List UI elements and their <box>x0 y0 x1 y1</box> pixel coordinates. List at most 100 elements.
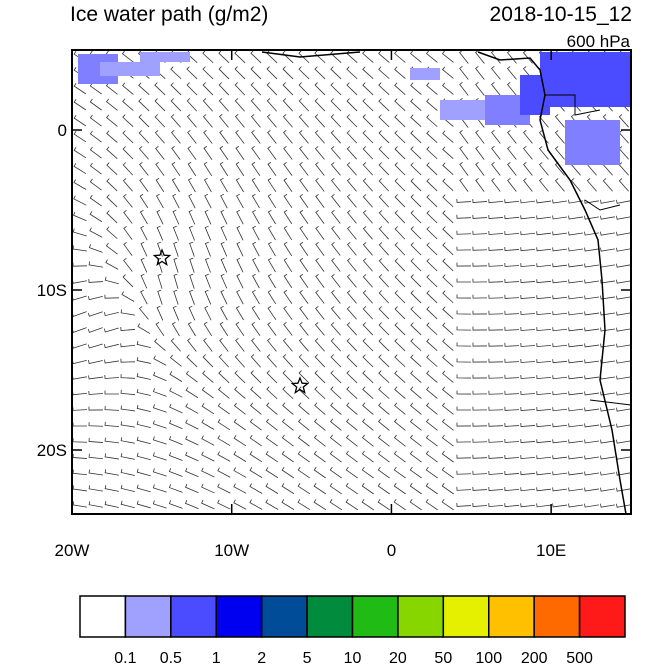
wind-barb <box>331 290 341 304</box>
wind-barb <box>267 273 276 289</box>
wind-barb <box>172 305 180 321</box>
wind-barb <box>536 231 551 236</box>
wind-barb <box>250 370 262 384</box>
wind-barb <box>283 193 293 209</box>
wind-barb <box>299 193 309 208</box>
wind-barb <box>472 278 488 283</box>
wind-barb <box>283 273 293 289</box>
wind-barb <box>266 354 277 368</box>
wind-barb <box>89 178 102 191</box>
colorbar-label: 200 <box>521 650 548 667</box>
wind-barb <box>330 130 341 144</box>
wind-barb <box>201 451 215 462</box>
wind-barb <box>251 289 260 305</box>
wind-barb <box>504 231 520 236</box>
wind-barb <box>266 82 278 96</box>
wind-barb <box>554 162 565 176</box>
wind-barb <box>282 82 294 96</box>
wind-barb <box>282 370 294 384</box>
wind-barb <box>584 231 599 236</box>
wind-barb <box>472 326 488 331</box>
wind-barb <box>456 214 472 219</box>
wind-barb <box>456 470 472 475</box>
wind-barb <box>105 98 118 111</box>
wind-barb <box>488 294 504 299</box>
wind-barb <box>488 406 504 411</box>
wind-barb <box>201 483 215 494</box>
wind-barb <box>472 358 488 363</box>
wind-barb <box>138 306 149 320</box>
wind-barb <box>251 161 261 177</box>
wind-barb <box>236 257 244 273</box>
wind-barb <box>330 338 342 352</box>
wind-barb <box>297 483 311 495</box>
wind-barb <box>251 130 261 144</box>
wind-barb <box>88 422 104 427</box>
wind-barb <box>378 274 390 288</box>
wind-barb <box>378 370 390 384</box>
wind-barb <box>201 419 215 430</box>
wind-barb <box>331 194 341 208</box>
wind-barb <box>204 257 211 273</box>
wind-barb <box>172 225 179 241</box>
wind-barb <box>218 354 230 368</box>
wind-barb <box>265 434 278 447</box>
colorbar-box <box>215 595 263 638</box>
wind-barb <box>233 402 246 415</box>
wind-barb <box>346 370 358 384</box>
wind-barb <box>314 82 326 96</box>
wind-barb <box>283 305 293 320</box>
wind-barb <box>394 242 406 256</box>
wind-barb <box>554 114 565 128</box>
wind-barb <box>315 193 325 208</box>
wind-barb <box>568 215 583 220</box>
wind-barb <box>314 98 326 112</box>
wind-barb <box>361 434 374 447</box>
wind-barb <box>72 453 88 459</box>
wind-barb <box>88 359 103 364</box>
wind-barb <box>120 405 135 412</box>
wind-barb <box>346 290 357 304</box>
wind-barb <box>220 241 228 257</box>
wind-barb <box>362 114 374 128</box>
wind-barb <box>410 338 422 352</box>
wind-barb <box>236 241 244 257</box>
wind-barb <box>330 50 342 63</box>
wind-barb <box>236 289 244 305</box>
wind-barb <box>105 82 118 95</box>
wind-barb <box>568 231 583 236</box>
wind-barb <box>568 487 583 492</box>
colorbar-label: 0.5 <box>160 650 182 667</box>
wind-barb <box>330 402 342 415</box>
wind-barb <box>188 225 195 241</box>
wind-barb <box>329 450 342 463</box>
wind-barb <box>298 82 310 96</box>
wind-barb <box>378 130 390 144</box>
wind-barb <box>536 311 552 316</box>
wind-barb <box>426 98 438 111</box>
wind-barbs <box>71 50 631 511</box>
wind-barb <box>616 391 631 396</box>
wind-barb <box>362 146 374 160</box>
wind-barb <box>600 375 615 380</box>
wind-barb <box>330 386 342 400</box>
wind-barb <box>410 210 422 224</box>
wind-barb <box>330 66 342 80</box>
wind-barb <box>73 147 87 159</box>
wind-barb <box>442 194 454 208</box>
wind-barb <box>600 247 615 252</box>
wind-barb <box>554 146 565 160</box>
wind-barb <box>425 434 438 447</box>
wind-barb <box>568 199 583 204</box>
wind-barb <box>504 199 520 204</box>
wind-barb <box>442 242 454 256</box>
wind-barb <box>552 487 567 492</box>
wind-barb <box>103 343 119 349</box>
wind-barb <box>188 305 196 321</box>
wind-barb <box>378 258 389 272</box>
wind-barb <box>251 177 261 193</box>
wind-barb <box>220 209 228 225</box>
wind-barb <box>347 258 357 272</box>
wind-barb <box>616 279 631 284</box>
wind-barb <box>456 438 472 443</box>
